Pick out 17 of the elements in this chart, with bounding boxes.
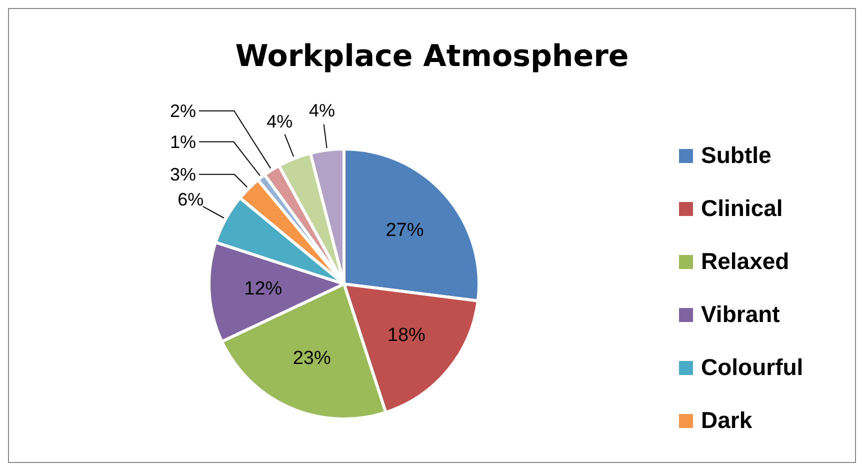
data-label: 18% (387, 325, 426, 346)
data-label: 4% (266, 111, 293, 132)
legend-label: Subtle (701, 142, 772, 169)
data-label: 27% (386, 220, 424, 241)
legend-label: Dark (701, 407, 752, 434)
data-label: 2% (170, 100, 196, 121)
data-label: 23% (292, 348, 331, 369)
data-label: 6% (178, 190, 204, 210)
legend-label: Relaxed (701, 248, 790, 275)
data-label: 12% (244, 278, 282, 300)
data-label: 4% (309, 100, 336, 120)
legend-label: Clinical (701, 195, 783, 222)
data-label: 3% (170, 164, 196, 184)
legend-label: Colourful (701, 354, 804, 381)
legend-label: Vibrant (701, 301, 780, 328)
data-label: 1% (170, 132, 196, 152)
chart-title: Workplace Atmosphere (234, 39, 630, 74)
